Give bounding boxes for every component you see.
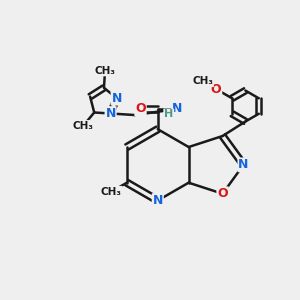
Text: CH₃: CH₃ (73, 121, 94, 131)
Text: O: O (135, 103, 146, 116)
Text: H: H (164, 109, 173, 119)
Text: CH₃: CH₃ (94, 66, 116, 76)
Text: CH₃: CH₃ (101, 187, 122, 196)
Text: N: N (172, 103, 182, 116)
Text: N: N (238, 158, 249, 171)
Text: CH₃: CH₃ (192, 76, 213, 86)
Text: N: N (153, 194, 163, 207)
Text: N: N (105, 107, 116, 120)
Text: O: O (217, 187, 228, 200)
Text: N: N (112, 92, 122, 105)
Text: O: O (211, 82, 221, 96)
